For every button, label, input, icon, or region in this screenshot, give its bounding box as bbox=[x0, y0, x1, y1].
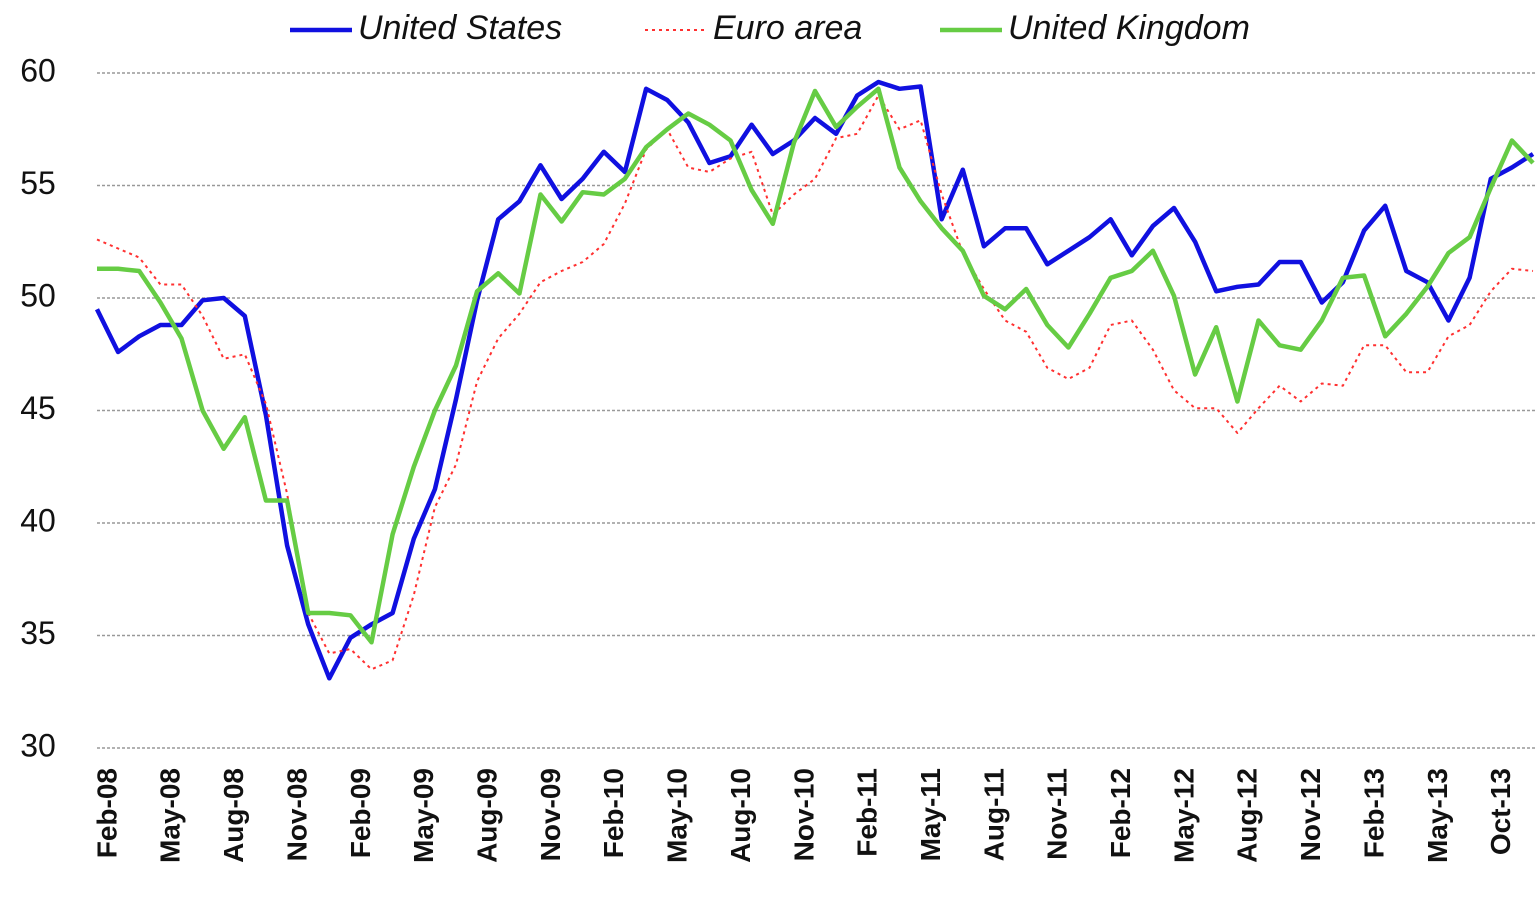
x-tick-label: Feb-12 bbox=[1105, 768, 1136, 858]
y-tick-label: 45 bbox=[20, 390, 56, 426]
x-tick-label: May-08 bbox=[155, 768, 186, 863]
series-line bbox=[97, 86, 1535, 645]
legend-item: United Kingdom bbox=[940, 9, 1250, 47]
x-tick-label: Aug-11 bbox=[978, 768, 1009, 861]
x-tick-label: Nov-12 bbox=[1295, 768, 1326, 861]
legend-item: Euro area bbox=[645, 9, 862, 47]
x-tick-label: Feb-09 bbox=[345, 768, 376, 858]
legend-item: United States bbox=[290, 9, 562, 47]
x-tick-label: May-13 bbox=[1422, 768, 1453, 863]
y-tick-label: 55 bbox=[20, 165, 56, 201]
series-line bbox=[96, 94, 1534, 671]
legend-label: Euro area bbox=[713, 9, 862, 47]
x-tick-label: Nov-09 bbox=[535, 768, 566, 861]
x-tick-label: Feb-10 bbox=[598, 768, 629, 858]
x-tick-label: Nov-11 bbox=[1042, 768, 1073, 860]
x-tick-label: Aug-09 bbox=[472, 768, 503, 863]
x-tick-label: Feb-11 bbox=[852, 768, 883, 857]
y-tick-label: 35 bbox=[20, 615, 56, 651]
y-tick-label: 60 bbox=[20, 52, 56, 88]
x-tick-label: Aug-12 bbox=[1232, 768, 1263, 863]
legend-label: United Kingdom bbox=[1008, 9, 1250, 47]
x-tick-label: May-11 bbox=[915, 768, 946, 861]
x-tick-label: Feb-13 bbox=[1358, 768, 1389, 858]
x-tick-label: Feb-08 bbox=[91, 768, 122, 858]
x-tick-label: Nov-10 bbox=[788, 768, 819, 861]
legend-label: United States bbox=[358, 9, 562, 47]
x-tick-label: May-09 bbox=[408, 768, 439, 863]
x-tick-label: Aug-10 bbox=[725, 768, 756, 863]
x-tick-label: May-10 bbox=[662, 768, 693, 863]
x-tick-label: Aug-08 bbox=[218, 768, 249, 863]
x-tick-label: Oct-13 bbox=[1485, 768, 1516, 855]
series-line bbox=[94, 79, 1535, 681]
y-tick-label: 50 bbox=[20, 277, 56, 313]
x-tick-label: May-12 bbox=[1168, 768, 1199, 863]
y-tick-label: 30 bbox=[20, 727, 56, 763]
y-tick-label: 40 bbox=[20, 502, 56, 538]
x-tick-label: Nov-08 bbox=[281, 768, 312, 861]
